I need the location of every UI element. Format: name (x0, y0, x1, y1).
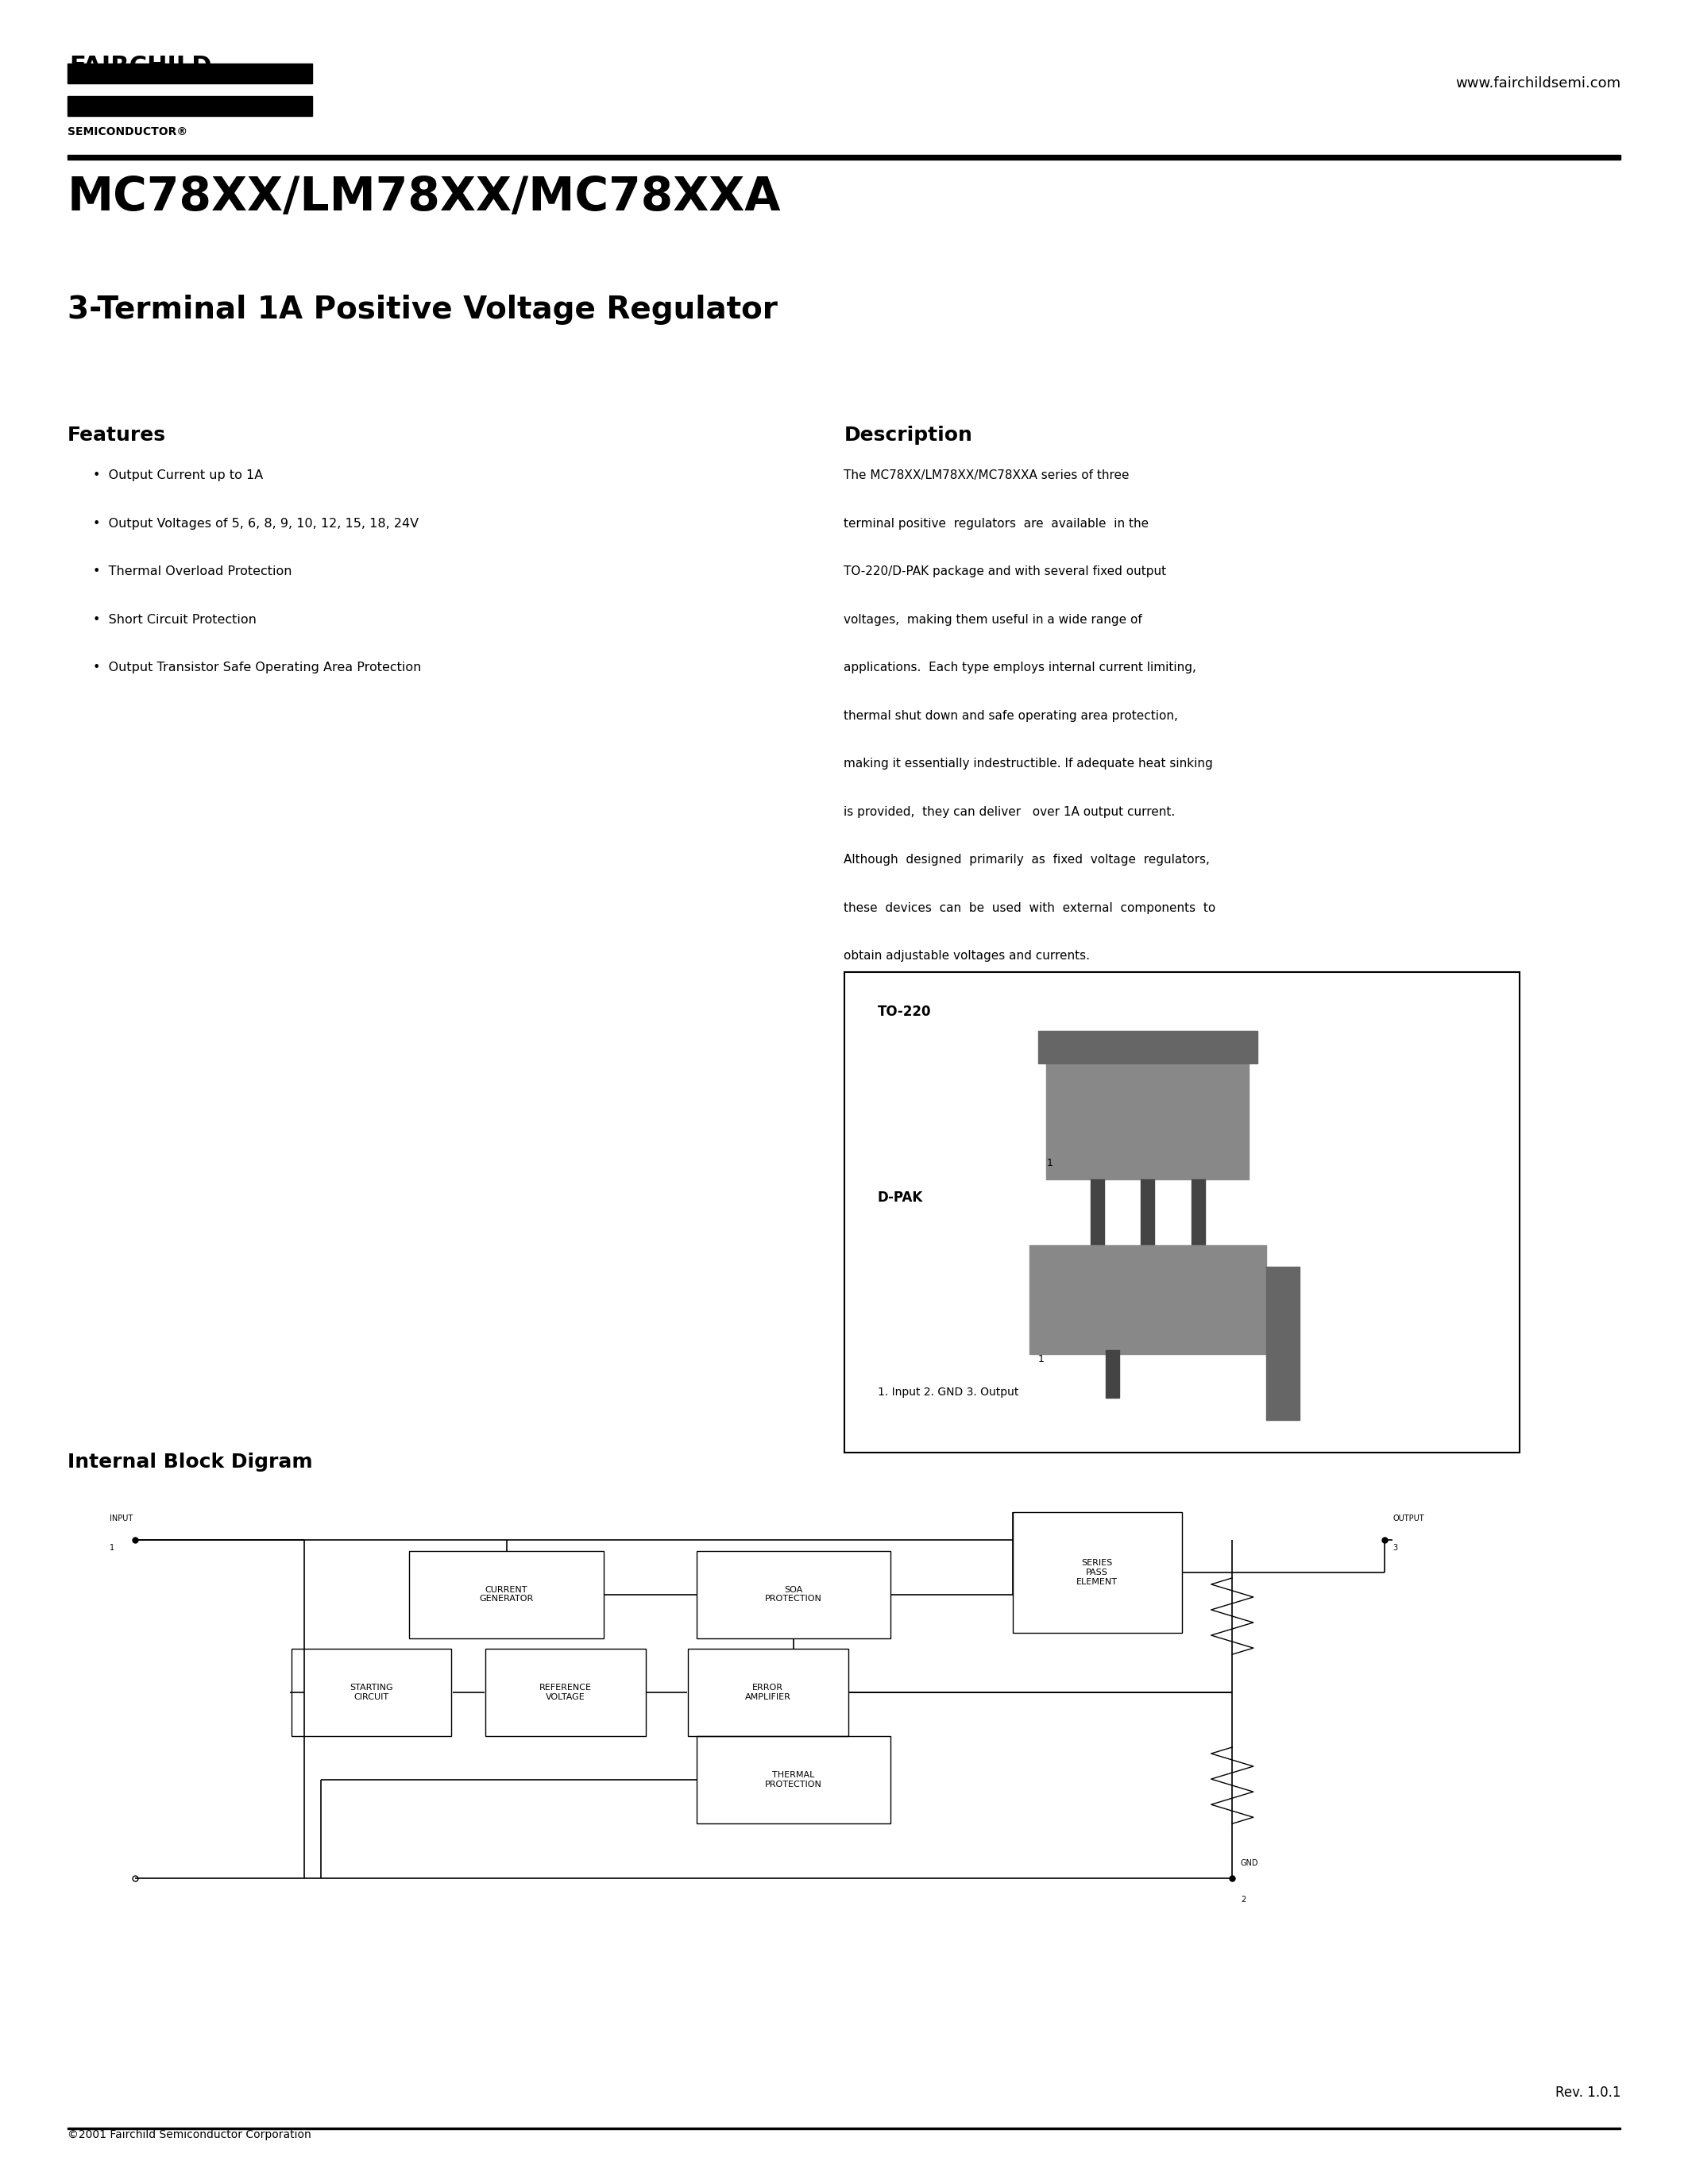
Bar (1030, 1245, 1266, 1354)
Text: CURRENT
GENERATOR: CURRENT GENERATOR (479, 1586, 533, 1603)
Text: these  devices  can  be  used  with  external  components  to: these devices can be used with external … (844, 902, 1215, 913)
Bar (68, 63, 312, 83)
Text: •  Output Current up to 1A: • Output Current up to 1A (93, 470, 263, 480)
Text: www.fairchildsemi.com: www.fairchildsemi.com (1455, 76, 1620, 92)
Text: The MC78XX/LM78XX/MC78XXA series of three: The MC78XX/LM78XX/MC78XXA series of thre… (844, 470, 1129, 480)
Text: 1: 1 (1047, 1158, 1053, 1168)
Text: is provided,  they can deliver   over 1A output current.: is provided, they can deliver over 1A ou… (844, 806, 1175, 817)
Text: THERMAL
PROTECTION: THERMAL PROTECTION (765, 1771, 822, 1789)
Text: Features: Features (68, 426, 165, 446)
Text: SEMICONDUCTOR®: SEMICONDUCTOR® (68, 127, 187, 138)
Bar (68, 155, 1620, 159)
Text: terminal positive  regulators  are  available  in the: terminal positive regulators are availab… (844, 518, 1150, 529)
Text: •  Output Voltages of 5, 6, 8, 9, 10, 12, 15, 18, 24V: • Output Voltages of 5, 6, 8, 9, 10, 12,… (93, 518, 419, 529)
Text: •  Thermal Overload Protection: • Thermal Overload Protection (93, 566, 292, 577)
Text: GND: GND (1241, 1859, 1259, 1867)
Text: ©2001 Fairchild Semiconductor Corporation: ©2001 Fairchild Semiconductor Corporatio… (68, 2129, 311, 2140)
Text: Internal Block Digram: Internal Block Digram (68, 1452, 312, 1472)
Bar (697, 1736, 891, 1824)
Text: Description: Description (844, 426, 972, 446)
Text: applications.  Each type employs internal current limiting,: applications. Each type employs internal… (844, 662, 1197, 673)
Text: Rev. 1.0.1: Rev. 1.0.1 (1555, 2086, 1620, 2101)
Text: D-PAK: D-PAK (878, 1190, 923, 1206)
Bar (486, 1649, 647, 1736)
Text: SERIES
PASS
ELEMENT: SERIES PASS ELEMENT (1077, 1559, 1117, 1586)
Bar (1090, 1179, 1104, 1245)
Text: 1. Input 2. GND 3. Output: 1. Input 2. GND 3. Output (878, 1387, 1018, 1398)
Bar (1266, 1267, 1300, 1420)
Text: TO-220: TO-220 (878, 1005, 932, 1020)
Bar (1106, 1350, 1119, 1398)
Text: •  Short Circuit Protection: • Short Circuit Protection (93, 614, 257, 625)
Bar (1038, 1031, 1258, 1064)
Text: Although  designed  primarily  as  fixed  voltage  regulators,: Although designed primarily as fixed vol… (844, 854, 1210, 865)
Text: voltages,  making them useful in a wide range of: voltages, making them useful in a wide r… (844, 614, 1143, 625)
Text: making it essentially indestructible. If adequate heat sinking: making it essentially indestructible. If… (844, 758, 1214, 769)
Text: TO-220/D-PAK package and with several fixed output: TO-220/D-PAK package and with several fi… (844, 566, 1166, 577)
Bar (844, 972, 1519, 1452)
Text: thermal shut down and safe operating area protection,: thermal shut down and safe operating are… (844, 710, 1178, 721)
Text: 3-Terminal 1A Positive Voltage Regulator: 3-Terminal 1A Positive Voltage Regulator (68, 295, 778, 325)
Text: 1: 1 (1038, 1354, 1045, 1365)
Text: 2: 2 (1241, 1896, 1246, 1904)
Text: •  Output Transistor Safe Operating Area Protection: • Output Transistor Safe Operating Area … (93, 662, 422, 673)
Text: obtain adjustable voltages and currents.: obtain adjustable voltages and currents. (844, 950, 1090, 961)
Text: STARTING
CIRCUIT: STARTING CIRCUIT (349, 1684, 393, 1701)
Bar (689, 1649, 849, 1736)
Bar (697, 1551, 891, 1638)
Text: INPUT: INPUT (110, 1514, 133, 1522)
Text: 1: 1 (110, 1544, 115, 1553)
Text: REFERENCE
VOLTAGE: REFERENCE VOLTAGE (538, 1684, 592, 1701)
Bar (68, 96, 312, 116)
Bar (68, 2127, 1620, 2129)
Bar (292, 1649, 452, 1736)
Text: SOA
PROTECTION: SOA PROTECTION (765, 1586, 822, 1603)
Text: MC78XX/LM78XX/MC78XXA: MC78XX/LM78XX/MC78XXA (68, 175, 782, 221)
Text: ERROR
AMPLIFIER: ERROR AMPLIFIER (744, 1684, 792, 1701)
Bar (408, 1551, 604, 1638)
Text: 3: 3 (1393, 1544, 1398, 1553)
Bar (1141, 1179, 1155, 1245)
Bar (1047, 1059, 1249, 1179)
Bar (1013, 1511, 1182, 1634)
Text: FAIRCHILD: FAIRCHILD (69, 55, 211, 79)
Text: OUTPUT: OUTPUT (1393, 1514, 1425, 1522)
Bar (1192, 1179, 1205, 1245)
